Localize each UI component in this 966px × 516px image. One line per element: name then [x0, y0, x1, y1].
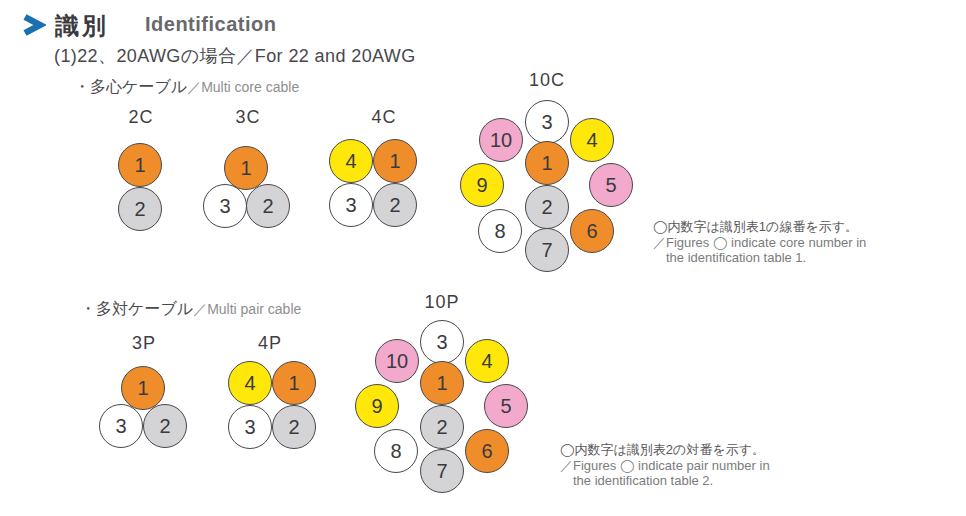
note-multi-core: ◯内数字は識別表1の線番を示す。／Figures ◯ indicate core… [653, 219, 866, 266]
circle-10c-9: 9 [460, 163, 504, 207]
circle-3c-3: 3 [203, 184, 247, 228]
circle-10c-6: 6 [570, 209, 614, 253]
circle-10p-6: 6 [465, 429, 509, 473]
circle-3p-1: 1 [121, 366, 165, 410]
section-label-multi-pair-ja: ・多対ケーブル [80, 300, 193, 317]
circle-10c-3: 3 [525, 100, 569, 144]
circle-4p-3: 3 [228, 405, 272, 449]
circle-10p-3: 3 [420, 320, 464, 364]
section-arrow-icon [22, 14, 46, 36]
diagram-label-3c: 3C [235, 107, 260, 128]
diagram-label-4p: 4P [258, 333, 282, 354]
circle-10c-8: 8 [478, 209, 522, 253]
circle-4c-2: 2 [373, 183, 417, 227]
section-label-multi-core-en: ／Multi core cable [187, 79, 299, 95]
page: 識別 Identification (1)22、20AWGの場合／For 22 … [0, 0, 966, 516]
note-multi-pair-en1: ／Figures ◯ indicate pair number in [560, 458, 770, 474]
circle-4c-1: 1 [373, 139, 417, 183]
circle-10p-4: 4 [465, 339, 509, 383]
diagram-label-4c: 4C [371, 107, 396, 128]
circle-4c-4: 4 [329, 139, 373, 183]
circle-10c-7: 7 [525, 228, 569, 272]
circle-10p-2: 2 [420, 405, 464, 449]
diagram-label-3p: 3P [132, 333, 156, 354]
circle-10c-1: 1 [525, 141, 569, 185]
circle-10c-2: 2 [525, 185, 569, 229]
diagram-label-10p: 10P [424, 292, 459, 313]
note-multi-core-en2: the identification table 1. [653, 250, 866, 266]
circle-10p-9: 9 [355, 384, 399, 428]
note-multi-core-en1: ／Figures ◯ indicate core number in [653, 235, 866, 251]
circle-10p-10: 10 [375, 339, 419, 383]
note-multi-pair-ja: ◯内数字は識別表2の対番を示す。 [560, 442, 770, 458]
section-label-multi-pair-en: ／Multi pair cable [193, 301, 301, 317]
circle-3c-1: 1 [224, 146, 268, 190]
circle-4p-2: 2 [272, 405, 316, 449]
note-multi-core-ja: ◯内数字は識別表1の線番を示す。 [653, 219, 866, 235]
circle-4p-4: 4 [228, 361, 272, 405]
circle-10p-7: 7 [420, 449, 464, 493]
circle-2c-1: 1 [118, 143, 162, 187]
circle-2c-2: 2 [118, 187, 162, 231]
circle-10p-1: 1 [420, 361, 464, 405]
subtitle: (1)22、20AWGの場合／For 22 and 20AWG [54, 44, 416, 68]
page-title-ja: 識別 [55, 10, 109, 42]
circle-10p-5: 5 [484, 384, 528, 428]
diagram-label-10c: 10C [529, 70, 565, 91]
circle-10p-8: 8 [374, 429, 418, 473]
circle-3p-2: 2 [143, 404, 187, 448]
diagram-label-2c: 2C [128, 107, 153, 128]
circle-10c-5: 5 [589, 163, 633, 207]
section-label-multi-pair: ・多対ケーブル／Multi pair cable [80, 299, 301, 320]
circle-10c-10: 10 [479, 118, 523, 162]
circle-4c-3: 3 [329, 183, 373, 227]
circle-3c-2: 2 [246, 184, 290, 228]
note-multi-pair-en2: the identification table 2. [560, 473, 770, 489]
circle-3p-3: 3 [99, 404, 143, 448]
circle-10c-4: 4 [570, 118, 614, 162]
section-label-multi-core-ja: ・多心ケーブル [74, 78, 187, 95]
circle-4p-1: 1 [272, 361, 316, 405]
note-multi-pair: ◯内数字は識別表2の対番を示す。／Figures ◯ indicate pair… [560, 442, 770, 489]
section-label-multi-core: ・多心ケーブル／Multi core cable [74, 77, 299, 98]
page-title-en: Identification [145, 13, 276, 36]
